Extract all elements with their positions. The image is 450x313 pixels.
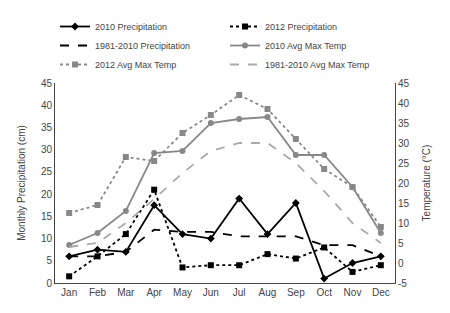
svg-text:0: 0 bbox=[46, 278, 52, 289]
svg-text:Dec: Dec bbox=[372, 287, 390, 298]
svg-text:2012 Precipitation: 2012 Precipitation bbox=[265, 22, 337, 32]
svg-text:Apr: Apr bbox=[146, 287, 162, 298]
svg-text:45: 45 bbox=[398, 78, 410, 89]
svg-text:20: 20 bbox=[398, 178, 410, 189]
svg-text:May: May bbox=[173, 287, 192, 298]
svg-text:1981-2010 Precipitation: 1981-2010 Precipitation bbox=[95, 41, 190, 51]
svg-text:5: 5 bbox=[398, 238, 404, 249]
svg-text:30: 30 bbox=[41, 144, 53, 155]
svg-text:15: 15 bbox=[398, 198, 410, 209]
svg-text:40: 40 bbox=[398, 98, 410, 109]
svg-text:Monthly Precipitation (cm): Monthly Precipitation (cm) bbox=[16, 125, 27, 241]
svg-text:2010 Avg Max Temp: 2010 Avg Max Temp bbox=[265, 41, 346, 51]
svg-text:2010 Precipitation: 2010 Precipitation bbox=[95, 22, 167, 32]
svg-text:Feb: Feb bbox=[89, 287, 107, 298]
svg-text:20: 20 bbox=[41, 189, 53, 200]
svg-text:Jul: Jul bbox=[233, 287, 246, 298]
svg-text:30: 30 bbox=[398, 138, 410, 149]
svg-text:Jun: Jun bbox=[203, 287, 219, 298]
svg-text:40: 40 bbox=[41, 100, 53, 111]
svg-text:Sep: Sep bbox=[287, 287, 305, 298]
svg-text:Jan: Jan bbox=[61, 287, 77, 298]
svg-text:10: 10 bbox=[398, 218, 410, 229]
svg-text:1981-2010 Avg Max Temp: 1981-2010 Avg Max Temp bbox=[265, 60, 369, 70]
svg-text:Nov: Nov bbox=[344, 287, 362, 298]
svg-text:10: 10 bbox=[41, 233, 53, 244]
svg-text:35: 35 bbox=[398, 118, 410, 129]
svg-text:15: 15 bbox=[41, 211, 53, 222]
svg-text:35: 35 bbox=[41, 122, 53, 133]
svg-text:Mar: Mar bbox=[117, 287, 135, 298]
svg-text:Oct: Oct bbox=[316, 287, 332, 298]
svg-text:25: 25 bbox=[41, 166, 53, 177]
svg-text:Aug: Aug bbox=[259, 287, 277, 298]
svg-text:5: 5 bbox=[46, 255, 52, 266]
svg-text:Temperature (°C): Temperature (°C) bbox=[421, 145, 432, 222]
svg-text:-5: -5 bbox=[398, 278, 407, 289]
svg-text:45: 45 bbox=[41, 78, 53, 89]
svg-text:25: 25 bbox=[398, 158, 410, 169]
svg-text:0: 0 bbox=[398, 258, 404, 269]
svg-text:2012 Avg Max Temp: 2012 Avg Max Temp bbox=[95, 60, 176, 70]
